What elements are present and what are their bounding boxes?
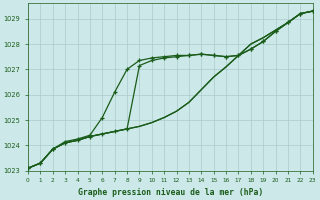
X-axis label: Graphe pression niveau de la mer (hPa): Graphe pression niveau de la mer (hPa) bbox=[78, 188, 263, 197]
